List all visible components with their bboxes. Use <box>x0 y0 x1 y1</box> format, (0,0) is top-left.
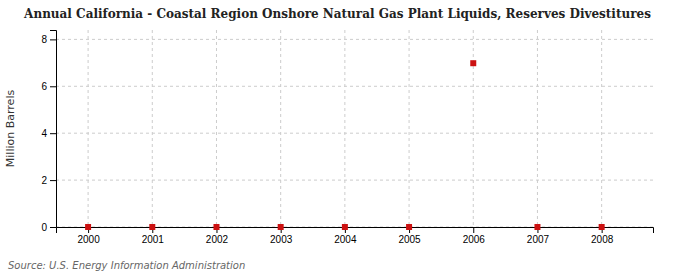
x-axis-tick-label: 2006 <box>463 234 486 245</box>
plot-area: 2000 2001 2002 2003 2004 2005 2006 2007 2008 0 2 4 6… <box>41 30 653 245</box>
point <box>213 224 219 230</box>
grid-line-x <box>152 30 153 227</box>
x-axis-tick-label: 2001 <box>142 234 165 245</box>
x-axis-tick-label: 2000 <box>77 234 100 245</box>
grid-line-y <box>56 39 653 40</box>
x-axis-tick-label: 2005 <box>398 234 421 245</box>
y-axis-tick-label: 4 <box>41 128 47 139</box>
y-axis-tick-mark <box>50 133 56 134</box>
x-axis-tick-label: 2004 <box>334 234 357 245</box>
point <box>278 224 284 230</box>
y-axis-line <box>50 31 57 228</box>
x-axis-tick-mark <box>473 227 474 233</box>
x-axis-tick-label: 2003 <box>270 234 293 245</box>
y-axis-tick-label: 6 <box>41 81 47 92</box>
x-axis: 2000 2001 2002 2003 2004 2005 2006 2007 2008 <box>57 227 654 245</box>
grid-line-x <box>601 30 602 227</box>
x-axis-line <box>57 228 654 234</box>
grid-line-x <box>344 30 345 227</box>
x-axis-tick-label: 2007 <box>527 234 550 245</box>
source: Source: U.S. Energy Information Administ… <box>8 260 245 271</box>
points <box>85 60 605 230</box>
y-axis-tick-label: 8 <box>41 34 47 45</box>
point <box>599 224 605 230</box>
point <box>406 224 412 230</box>
y-axis-title: Million Barrels <box>4 90 17 168</box>
y-axis-tick-mark <box>50 180 56 181</box>
y-axis: 0 2 4 6 8 <box>41 31 56 233</box>
y-axis-tick-label: 0 <box>41 222 47 233</box>
grid-line-x <box>88 30 89 227</box>
x-axis-tick: 2006 <box>463 227 486 245</box>
grid <box>56 30 653 227</box>
y-axis-tick-mark <box>50 39 56 40</box>
point <box>470 60 476 66</box>
grid-line-x <box>409 30 410 227</box>
point <box>342 224 348 230</box>
grid-line-y <box>56 180 653 181</box>
y-axis-tick: 8 <box>41 34 56 45</box>
y-axis-tick-mark <box>50 86 56 87</box>
y-axis-tick-label: 2 <box>41 175 47 186</box>
grid-line-x <box>216 30 217 227</box>
grid-line-y <box>56 133 653 134</box>
point <box>85 224 91 230</box>
x-axis-tick-label: 2008 <box>591 234 614 245</box>
grid-line-x <box>473 30 474 227</box>
y-axis-tick: 0 <box>41 222 56 233</box>
point <box>534 224 540 230</box>
grid-line-x <box>537 30 538 227</box>
y-axis-tick: 4 <box>41 128 56 139</box>
title: Annual California - Coastal Region Onsho… <box>23 7 651 21</box>
y-axis-tick: 2 <box>41 175 56 186</box>
x-axis-tick-label: 2002 <box>206 234 229 245</box>
chart: 2000 2001 2002 2003 2004 2005 2006 2007 2008 0 2 4 6… <box>0 0 675 275</box>
point <box>149 224 155 230</box>
grid-line-x <box>280 30 281 227</box>
grid-line-y <box>56 86 653 87</box>
y-axis-tick-mark <box>50 227 56 228</box>
y-axis-tick: 6 <box>41 81 56 92</box>
